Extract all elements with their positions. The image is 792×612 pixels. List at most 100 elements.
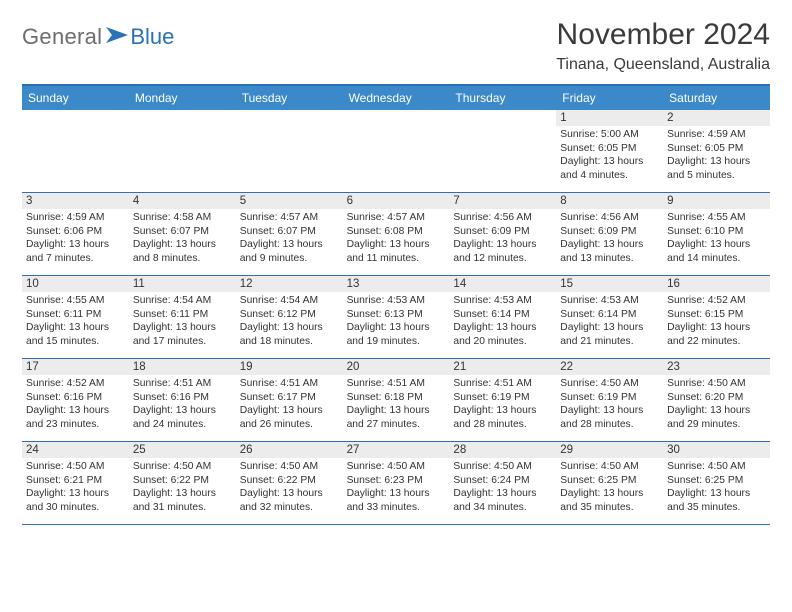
day-body: Sunrise: 4:53 AMSunset: 6:13 PMDaylight:…: [343, 292, 450, 351]
day-body: Sunrise: 4:50 AMSunset: 6:20 PMDaylight:…: [663, 375, 770, 434]
day-number: 19: [236, 359, 343, 375]
day-number: 7: [449, 193, 556, 209]
day-number: 30: [663, 442, 770, 458]
weekday-header: Thursday: [449, 86, 556, 110]
sunset-text: Sunset: 6:24 PM: [453, 474, 552, 488]
daylight-text: Daylight: 13 hours and 34 minutes.: [453, 487, 552, 514]
day-number: 18: [129, 359, 236, 375]
day-number: 23: [663, 359, 770, 375]
sunrise-text: Sunrise: 4:51 AM: [347, 377, 446, 391]
week-row: 3Sunrise: 4:59 AMSunset: 6:06 PMDaylight…: [22, 193, 770, 276]
sunset-text: Sunset: 6:05 PM: [667, 142, 766, 156]
day-number: 21: [449, 359, 556, 375]
logo-text-general: General: [22, 24, 102, 50]
sunrise-text: Sunrise: 4:50 AM: [347, 460, 446, 474]
daylight-text: Daylight: 13 hours and 32 minutes.: [240, 487, 339, 514]
day-number: 2: [663, 110, 770, 126]
day-body: Sunrise: 4:50 AMSunset: 6:22 PMDaylight:…: [129, 458, 236, 517]
sunrise-text: Sunrise: 4:55 AM: [667, 211, 766, 225]
weekday-header: Sunday: [22, 86, 129, 110]
sunrise-text: Sunrise: 4:50 AM: [26, 460, 125, 474]
day-body: Sunrise: 4:51 AMSunset: 6:17 PMDaylight:…: [236, 375, 343, 434]
weekday-header: Saturday: [663, 86, 770, 110]
day-body: Sunrise: 4:56 AMSunset: 6:09 PMDaylight:…: [556, 209, 663, 268]
day-number: 15: [556, 276, 663, 292]
day-cell: 8Sunrise: 4:56 AMSunset: 6:09 PMDaylight…: [556, 193, 663, 275]
location-text: Tinana, Queensland, Australia: [556, 56, 770, 74]
sunrise-text: Sunrise: 4:50 AM: [560, 377, 659, 391]
day-body: Sunrise: 4:59 AMSunset: 6:05 PMDaylight:…: [663, 126, 770, 185]
sunrise-text: Sunrise: 4:51 AM: [240, 377, 339, 391]
daylight-text: Daylight: 13 hours and 28 minutes.: [453, 404, 552, 431]
weekday-header: Monday: [129, 86, 236, 110]
daylight-text: Daylight: 13 hours and 14 minutes.: [667, 238, 766, 265]
daylight-text: Daylight: 13 hours and 8 minutes.: [133, 238, 232, 265]
sunset-text: Sunset: 6:15 PM: [667, 308, 766, 322]
day-body: Sunrise: 4:50 AMSunset: 6:21 PMDaylight:…: [22, 458, 129, 517]
day-cell: 25Sunrise: 4:50 AMSunset: 6:22 PMDayligh…: [129, 442, 236, 524]
sunrise-text: Sunrise: 4:52 AM: [667, 294, 766, 308]
day-cell: [236, 110, 343, 192]
daylight-text: Daylight: 13 hours and 27 minutes.: [347, 404, 446, 431]
daylight-text: Daylight: 13 hours and 23 minutes.: [26, 404, 125, 431]
day-number: 9: [663, 193, 770, 209]
daylight-text: Daylight: 13 hours and 19 minutes.: [347, 321, 446, 348]
sunset-text: Sunset: 6:07 PM: [133, 225, 232, 239]
day-body: Sunrise: 4:55 AMSunset: 6:11 PMDaylight:…: [22, 292, 129, 351]
sunrise-text: Sunrise: 4:58 AM: [133, 211, 232, 225]
week-row: 24Sunrise: 4:50 AMSunset: 6:21 PMDayligh…: [22, 442, 770, 525]
day-cell: [449, 110, 556, 192]
logo: General Blue: [22, 18, 174, 50]
day-number: 10: [22, 276, 129, 292]
sunrise-text: Sunrise: 4:59 AM: [667, 128, 766, 142]
day-body: Sunrise: 4:56 AMSunset: 6:09 PMDaylight:…: [449, 209, 556, 268]
sunrise-text: Sunrise: 4:50 AM: [133, 460, 232, 474]
sunset-text: Sunset: 6:17 PM: [240, 391, 339, 405]
sunrise-text: Sunrise: 4:50 AM: [560, 460, 659, 474]
daylight-text: Daylight: 13 hours and 18 minutes.: [240, 321, 339, 348]
day-number: 25: [129, 442, 236, 458]
day-body: Sunrise: 4:57 AMSunset: 6:07 PMDaylight:…: [236, 209, 343, 268]
daylight-text: Daylight: 13 hours and 21 minutes.: [560, 321, 659, 348]
sunset-text: Sunset: 6:16 PM: [133, 391, 232, 405]
day-cell: 30Sunrise: 4:50 AMSunset: 6:25 PMDayligh…: [663, 442, 770, 524]
day-number: 1: [556, 110, 663, 126]
day-number: 17: [22, 359, 129, 375]
month-title: November 2024: [556, 18, 770, 52]
day-cell: 24Sunrise: 4:50 AMSunset: 6:21 PMDayligh…: [22, 442, 129, 524]
daylight-text: Daylight: 13 hours and 29 minutes.: [667, 404, 766, 431]
sunrise-text: Sunrise: 4:51 AM: [453, 377, 552, 391]
sunrise-text: Sunrise: 4:50 AM: [667, 377, 766, 391]
day-body: Sunrise: 5:00 AMSunset: 6:05 PMDaylight:…: [556, 126, 663, 185]
day-cell: 9Sunrise: 4:55 AMSunset: 6:10 PMDaylight…: [663, 193, 770, 275]
day-body: Sunrise: 4:50 AMSunset: 6:23 PMDaylight:…: [343, 458, 450, 517]
sunset-text: Sunset: 6:25 PM: [560, 474, 659, 488]
day-body: Sunrise: 4:59 AMSunset: 6:06 PMDaylight:…: [22, 209, 129, 268]
day-body: Sunrise: 4:50 AMSunset: 6:24 PMDaylight:…: [449, 458, 556, 517]
day-number: 3: [22, 193, 129, 209]
day-body: Sunrise: 4:57 AMSunset: 6:08 PMDaylight:…: [343, 209, 450, 268]
day-cell: 13Sunrise: 4:53 AMSunset: 6:13 PMDayligh…: [343, 276, 450, 358]
day-number: 11: [129, 276, 236, 292]
day-number: 20: [343, 359, 450, 375]
day-number: 28: [449, 442, 556, 458]
daylight-text: Daylight: 13 hours and 24 minutes.: [133, 404, 232, 431]
logo-paperplane-icon: [106, 27, 128, 48]
daylight-text: Daylight: 13 hours and 11 minutes.: [347, 238, 446, 265]
sunrise-text: Sunrise: 4:59 AM: [26, 211, 125, 225]
day-number: 8: [556, 193, 663, 209]
day-number: 22: [556, 359, 663, 375]
day-cell: 26Sunrise: 4:50 AMSunset: 6:22 PMDayligh…: [236, 442, 343, 524]
day-body: Sunrise: 4:54 AMSunset: 6:12 PMDaylight:…: [236, 292, 343, 351]
day-cell: 29Sunrise: 4:50 AMSunset: 6:25 PMDayligh…: [556, 442, 663, 524]
sunset-text: Sunset: 6:22 PM: [133, 474, 232, 488]
day-number: 16: [663, 276, 770, 292]
day-body: Sunrise: 4:50 AMSunset: 6:25 PMDaylight:…: [556, 458, 663, 517]
day-cell: 1Sunrise: 5:00 AMSunset: 6:05 PMDaylight…: [556, 110, 663, 192]
day-body: Sunrise: 4:50 AMSunset: 6:25 PMDaylight:…: [663, 458, 770, 517]
day-cell: [343, 110, 450, 192]
sunrise-text: Sunrise: 4:51 AM: [133, 377, 232, 391]
day-number: 24: [22, 442, 129, 458]
sunrise-text: Sunrise: 4:55 AM: [26, 294, 125, 308]
sunset-text: Sunset: 6:07 PM: [240, 225, 339, 239]
